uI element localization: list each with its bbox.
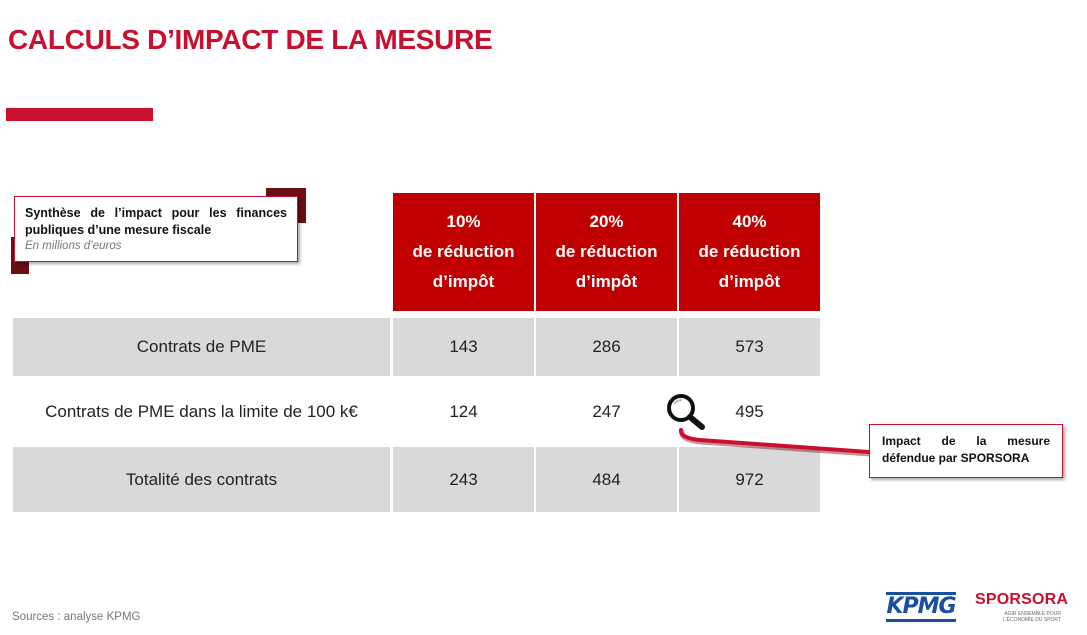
column-header-pct: 10% [446,212,481,231]
table-cell: 972 [679,447,820,512]
column-header-pct: 20% [589,212,624,231]
row-label: Contrats de PME [13,318,390,376]
impact-callout: Impact de la mesure défendue par SPORSOR… [869,424,1063,478]
column-header-40: 40% de réduction d’impôt [679,193,820,311]
table-cell: 143 [393,318,534,376]
row-label: Totalité des contrats [13,447,390,512]
table-cell: 573 [679,318,820,376]
info-box-title: Synthèse de l’impact pour les finances p… [25,206,287,237]
column-header-pct: 40% [732,212,767,231]
sporsora-logo: SPORSORA AGIR ENSEMBLE POUR L’ÉCONOMIE D… [975,591,1075,631]
column-header-line1: de réduction [412,242,515,261]
info-box: Synthèse de l’impact pour les finances p… [14,196,298,262]
sporsora-tagline-line: AGIR ENSEMBLE POUR [1004,611,1061,617]
sources-note: Sources : analyse KPMG [12,611,141,623]
row-label: Contrats de PME dans la limite de 100 k€ [45,402,358,421]
column-header-line2: d’impôt [718,272,781,291]
table-cell: 286 [536,318,677,376]
column-header-line1: de réduction [555,242,658,261]
column-header-line2: d’impôt [575,272,638,291]
table-cell: 243 [393,447,534,512]
sporsora-logo-name: SPORSORA [975,591,1069,608]
column-header-line2: d’impôt [432,272,495,291]
table-cell: 484 [536,447,677,512]
title-accent-bar [6,108,153,121]
column-header-20: 20% de réduction d’impôt [536,193,677,311]
kpmg-logo: KPMG [886,592,957,622]
column-header-line1: de réduction [698,242,801,261]
column-header-10: 10% de réduction d’impôt [393,193,534,311]
sporsora-tagline-line: L’ÉCONOMIE DU SPORT [1003,617,1061,623]
table-cell: 247 [592,402,621,421]
table-cell: 495 [735,402,764,421]
sporsora-logo-tagline: AGIR ENSEMBLE POUR L’ÉCONOMIE DU SPORT [975,611,1075,623]
info-box-subtitle: En millions d’euros [25,240,122,252]
page-title: CALCULS D’IMPACT DE LA MESURE [8,24,493,55]
table-cell: 124 [449,402,478,421]
magnifier-icon [667,394,705,430]
